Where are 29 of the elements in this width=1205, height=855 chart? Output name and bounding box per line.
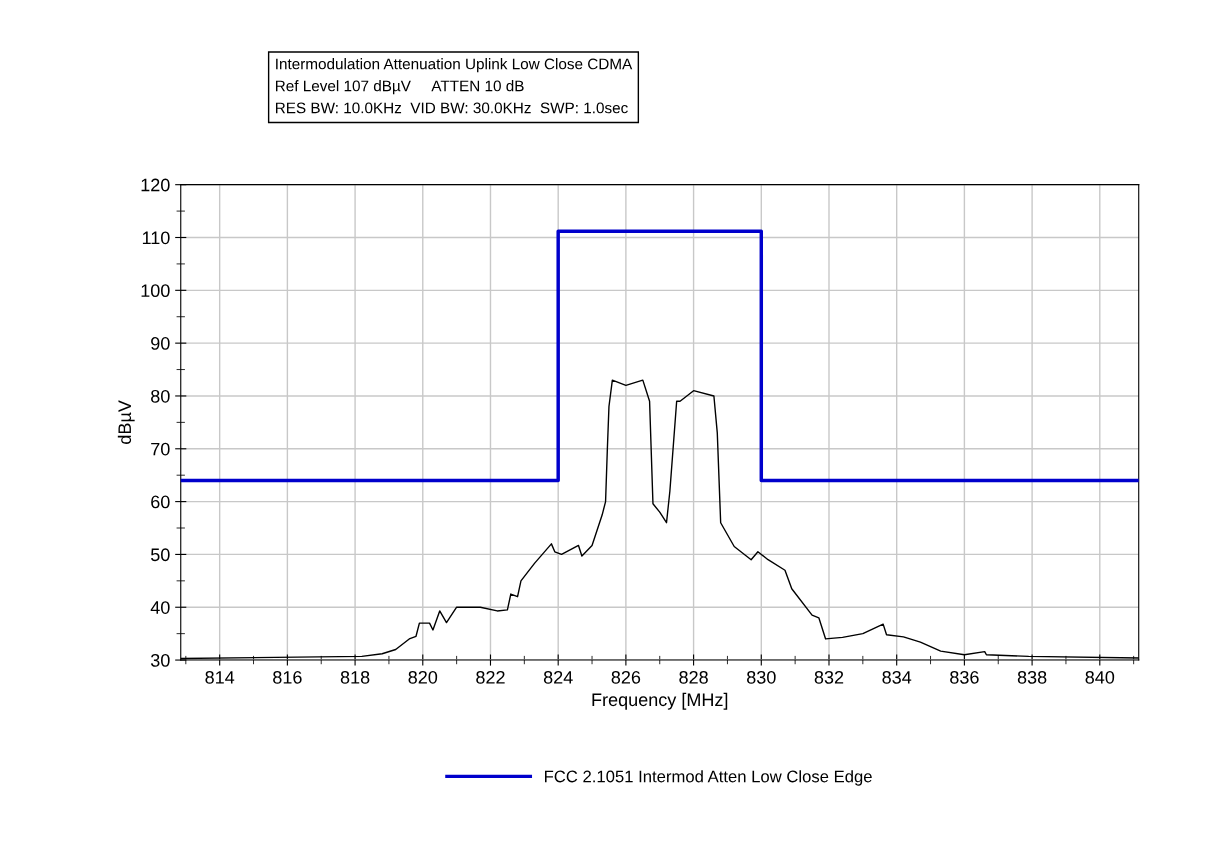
x-tick-label: 822 — [476, 670, 505, 684]
x-tick-label: 838 — [1017, 670, 1047, 684]
x-tick-label: 814 — [205, 670, 235, 684]
y-tick-label: 110 — [142, 231, 170, 245]
x-tick-label: 828 — [679, 670, 708, 684]
x-tick-label: 830 — [747, 670, 776, 684]
y-tick-label: 90 — [151, 337, 170, 350]
x-tick-label: 836 — [950, 670, 979, 684]
x-tick-label: 824 — [543, 670, 573, 684]
y-tick-label: 50 — [150, 548, 170, 562]
x-axis-title: Frequency [MHz] — [592, 692, 728, 710]
y-tick-label: 60 — [151, 495, 170, 509]
chart-title: Intermodulation Attenuation Uplink Low Close CDMA — [276, 58, 633, 73]
y-tick-label: 120 — [141, 178, 170, 192]
y-tick-label: 70 — [151, 442, 170, 456]
y-tick-label: 80 — [151, 389, 170, 403]
x-tick-label: 826 — [611, 670, 641, 684]
chart-subtitle: Ref Level 107 dBµV ATTEN 10 dB RES BW: 10.0KHz VID BW: 30.0KHz SWP: 1.0sec — [275, 80, 628, 114]
x-tick-label: 816 — [273, 670, 302, 684]
y-tick-label: 100 — [141, 284, 170, 298]
x-tick-label: 840 — [1085, 670, 1115, 684]
y-tick-label: 30 — [150, 653, 170, 667]
y-axis-title: dBµV — [117, 400, 135, 444]
y-tick-label: 40 — [150, 601, 170, 614]
legend-label: FCC 2.1051 Intermod Atten Low Close Edge — [545, 770, 872, 786]
x-tick-label: 818 — [340, 670, 370, 684]
x-tick-label: 834 — [882, 670, 912, 684]
x-tick-label: 832 — [814, 670, 844, 684]
x-tick-label: 820 — [408, 670, 438, 684]
